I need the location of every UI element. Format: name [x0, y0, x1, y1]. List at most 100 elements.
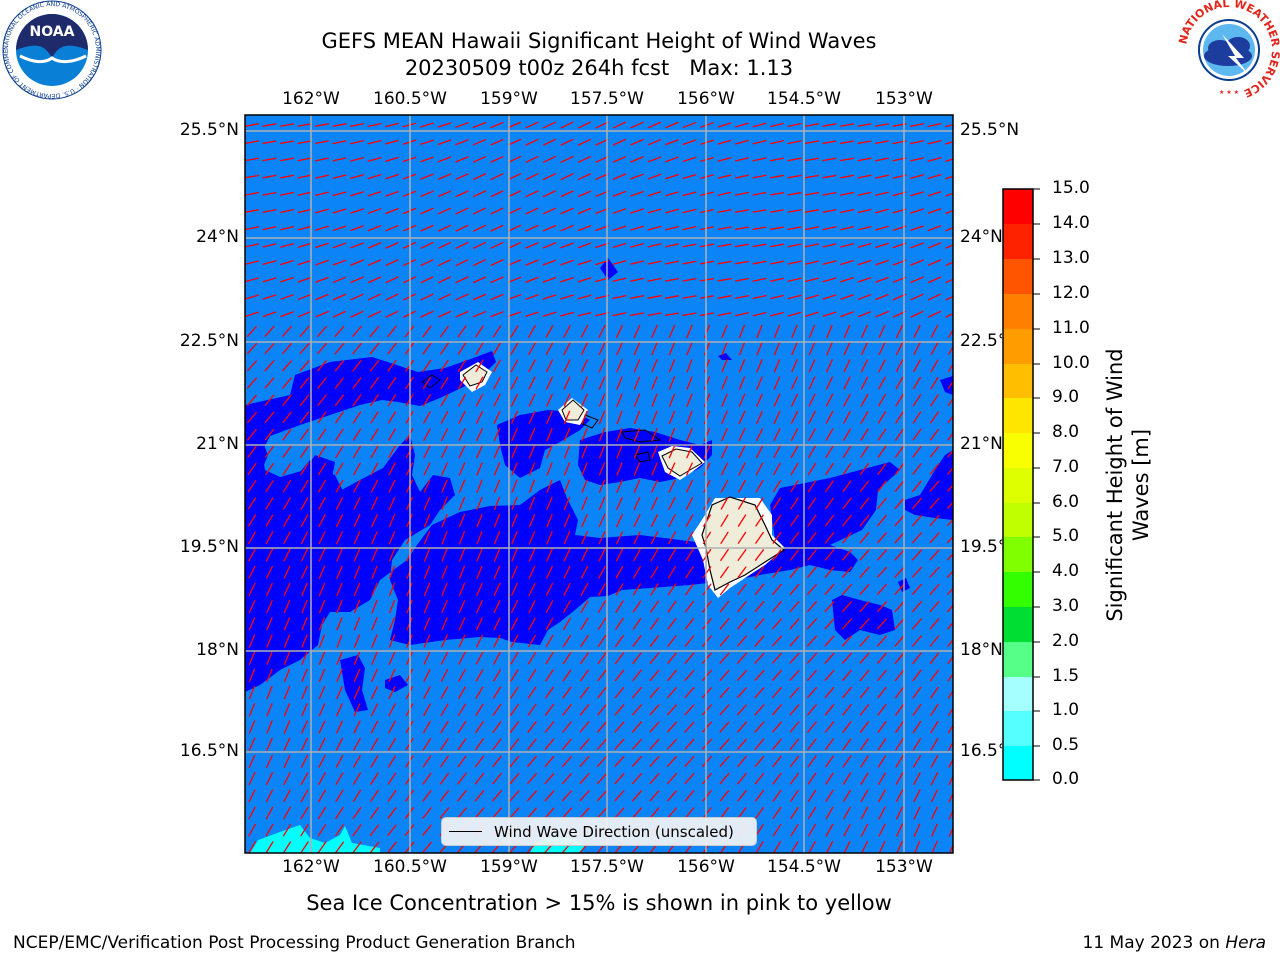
- wave-arrow: [947, 362, 953, 372]
- wave-arrow: [700, 174, 714, 179]
- wave-arrow: [615, 617, 624, 630]
- wave-arrow: [668, 496, 676, 510]
- wave-arrow: [579, 686, 590, 699]
- wave-arrow: [667, 566, 677, 579]
- wave-arrow: [507, 224, 522, 232]
- wave-arrow: [839, 208, 855, 214]
- wave-arrow: [875, 276, 889, 283]
- wave-arrow: [387, 772, 397, 785]
- wave-arrow: [475, 634, 484, 648]
- wave-arrow: [598, 531, 606, 545]
- wave-arrow: [283, 720, 291, 734]
- wave-arrow: [929, 601, 940, 613]
- wave-arrow: [370, 720, 379, 734]
- wave-arrow: [245, 157, 260, 162]
- wave-arrow: [839, 123, 855, 127]
- wave-arrow: [842, 789, 852, 802]
- wave-arrow: [438, 276, 451, 284]
- wave-arrow: [423, 634, 431, 648]
- wave-arrow: [842, 755, 852, 768]
- wave-arrow: [894, 549, 905, 561]
- wave-arrow: [265, 789, 274, 803]
- wave-arrow: [754, 704, 765, 716]
- wave-arrow: [441, 634, 448, 648]
- wave-arrow: [737, 566, 747, 579]
- wave-arrow: [245, 140, 260, 145]
- wave-arrow: [651, 427, 658, 442]
- wave-arrow: [283, 806, 291, 820]
- wave-arrow: [842, 618, 852, 630]
- wave-arrow: [664, 260, 680, 265]
- wave-arrow: [371, 496, 378, 510]
- wave-arrow: [511, 565, 518, 579]
- wave-arrow: [542, 190, 557, 198]
- wave-arrow: [930, 324, 939, 338]
- wave-arrow: [651, 462, 658, 476]
- wave-arrow: [912, 652, 922, 664]
- gridlines: [245, 115, 953, 853]
- wave-arrow: [509, 772, 520, 785]
- wave-arrow: [787, 260, 802, 265]
- wave-arrow: [840, 294, 854, 300]
- wave-arrow: [595, 138, 609, 146]
- wave-arrow: [388, 668, 396, 682]
- wave-arrow: [807, 652, 817, 664]
- wave-arrow: [317, 343, 327, 355]
- wave-arrow: [266, 737, 273, 751]
- wave-arrow: [455, 207, 469, 215]
- wave-arrow: [334, 342, 345, 355]
- wave-arrow: [927, 259, 942, 266]
- wave-arrow: [301, 703, 308, 717]
- wave-arrow: [335, 479, 344, 493]
- wave-arrow: [789, 549, 800, 561]
- wave-arrow: [630, 277, 644, 282]
- wave-arrow: [930, 686, 939, 699]
- wave-arrow: [301, 582, 308, 597]
- wave-arrow: [438, 241, 451, 249]
- wave-arrow: [598, 324, 606, 338]
- wave-arrow: [755, 428, 764, 442]
- wave-arrow: [913, 789, 921, 803]
- wave-arrow: [476, 496, 483, 511]
- wave-arrow: [422, 325, 432, 338]
- wave-arrow: [369, 325, 380, 338]
- wave-arrow: [352, 445, 362, 459]
- wave-arrow: [525, 190, 539, 198]
- wave-arrow: [772, 841, 782, 853]
- wave-arrow: [807, 669, 817, 681]
- wave-arrow: [353, 462, 361, 476]
- wave-arrow: [878, 342, 886, 356]
- wave-arrow: [475, 376, 484, 390]
- wave-arrow: [528, 410, 536, 424]
- wave-arrow: [492, 790, 502, 802]
- wave-arrow: [422, 376, 432, 390]
- wave-arrow: [422, 772, 432, 785]
- wave-arrow: [597, 721, 607, 733]
- wave-arrow: [455, 122, 469, 128]
- wave-arrow: [787, 140, 802, 145]
- wave-arrow: [581, 462, 588, 476]
- legend-line-icon: [449, 831, 482, 832]
- wave-arrow: [544, 790, 555, 802]
- wave-arrow: [667, 755, 677, 767]
- colorbar-band-15: [1003, 711, 1033, 747]
- wave-arrow: [423, 411, 431, 424]
- wave-arrow: [300, 445, 309, 458]
- wave-arrow: [895, 411, 904, 424]
- wave-arrow: [247, 480, 257, 493]
- wave-arrow: [857, 225, 872, 231]
- wave-arrow: [473, 207, 486, 215]
- wave-arrow: [387, 789, 397, 802]
- lon-label-top-0: 162°W: [282, 89, 340, 109]
- wave-arrow: [280, 243, 294, 248]
- wave-arrow: [945, 261, 953, 266]
- map-title: GEFS MEAN Hawaii Significant Height of W…: [321, 29, 877, 53]
- wave-arrow: [352, 377, 362, 389]
- wave-arrow: [546, 393, 553, 407]
- wave-arrow: [492, 686, 502, 699]
- wave-arrow: [824, 738, 835, 751]
- wave-arrow: [822, 311, 837, 317]
- colorbar-tick-label-5: 10.0: [1052, 353, 1090, 373]
- wave-arrow: [577, 225, 592, 232]
- wave-arrow: [612, 225, 627, 231]
